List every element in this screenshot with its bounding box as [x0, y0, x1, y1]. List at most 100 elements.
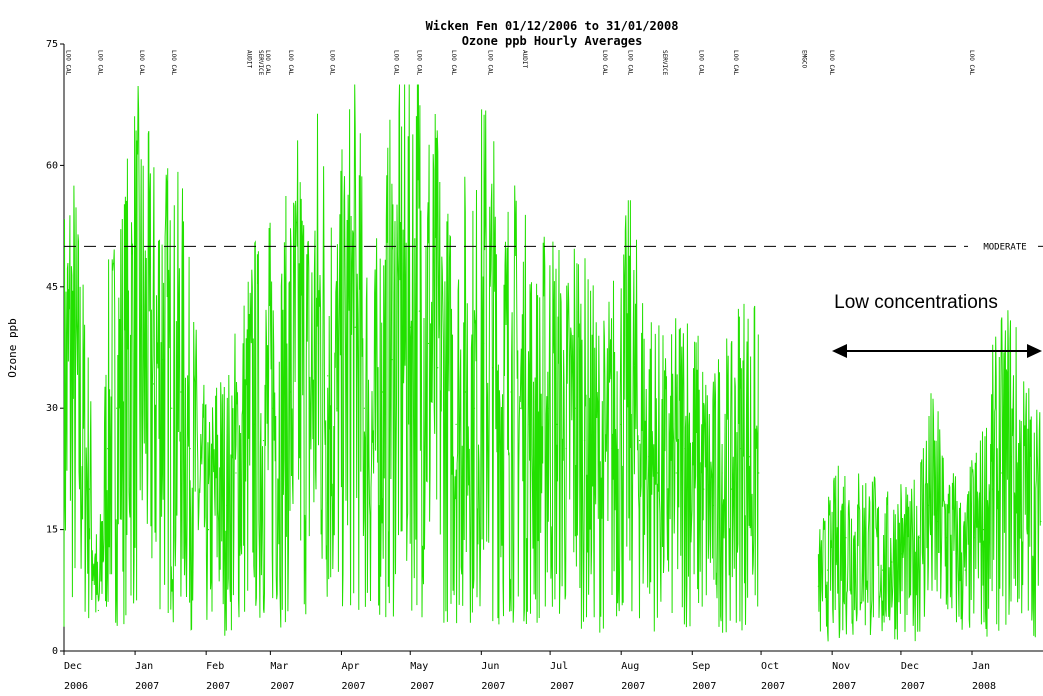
- event-marker-label: SERVICE: [661, 50, 668, 76]
- data-point: [703, 488, 705, 490]
- data-point: [272, 407, 274, 409]
- data-point: [143, 367, 145, 369]
- data-point: [483, 342, 485, 345]
- data-point: [556, 423, 558, 425]
- data-point: [712, 504, 714, 506]
- x-tick-month: Sep: [692, 661, 710, 672]
- data-point: [900, 553, 902, 555]
- data-point: [758, 472, 760, 474]
- event-marker-label: LOO CAL: [392, 50, 399, 76]
- x-tick-year: 2006: [64, 681, 88, 692]
- x-tick-month: Apr: [341, 661, 359, 672]
- data-point: [845, 537, 847, 539]
- data-point: [382, 391, 384, 393]
- data-point: [918, 537, 920, 539]
- data-point: [418, 310, 421, 312]
- event-marker-label: LOO CAL: [732, 50, 739, 76]
- data-point: [464, 391, 466, 393]
- x-tick-month: Jul: [550, 661, 568, 672]
- y-tick-label: 15: [46, 525, 58, 536]
- data-point: [657, 472, 659, 474]
- annotation-layer: Low concentrations: [832, 292, 1042, 358]
- event-marker-label: SERVICE: [257, 50, 264, 76]
- data-point: [817, 585, 819, 587]
- x-ticks: Dec 2006 Jan 2007 Feb 2007 Mar 2007 Apr 2007 May 20…: [63, 651, 996, 692]
- data-point: [391, 359, 393, 361]
- data-point: [891, 561, 893, 563]
- x-tick-year: 2007: [692, 681, 716, 692]
- data-point: [638, 439, 641, 442]
- data-point: [409, 326, 411, 328]
- data-point: [473, 407, 476, 409]
- data-point: [244, 448, 246, 450]
- data-point: [955, 553, 957, 555]
- x-tick-month: Oct: [761, 661, 779, 672]
- event-marker-label: LOO CAL: [287, 50, 294, 76]
- y-tick-label: 30: [46, 403, 58, 414]
- data-point: [235, 472, 237, 474]
- event-marker-label: LOO CAL: [486, 50, 493, 76]
- x-tick-year: 2007: [270, 681, 294, 692]
- data-point: [63, 407, 65, 409]
- data-point: [648, 456, 650, 458]
- event-marker-label: LOO CAL: [968, 50, 975, 76]
- data-point: [826, 569, 829, 571]
- data-point: [836, 553, 838, 555]
- event-marker-label: LOO CAL: [601, 50, 608, 76]
- data-point: [721, 472, 723, 474]
- data-point: [1010, 456, 1012, 458]
- data-point: [528, 423, 531, 425]
- data-point: [946, 537, 948, 539]
- data-point: [620, 423, 622, 425]
- data-point: [354, 326, 356, 328]
- data-point: [739, 448, 742, 450]
- data-point: [189, 448, 191, 450]
- annotation-arrow-left-head: [832, 344, 847, 358]
- data-point: [125, 391, 127, 393]
- data-point: [70, 367, 72, 369]
- x-tick-year: 2007: [135, 681, 159, 692]
- data-point: [345, 367, 347, 369]
- data-point: [583, 439, 586, 442]
- data-point: [363, 407, 365, 409]
- y-tick-label: 60: [46, 160, 58, 171]
- data-point: [1028, 504, 1030, 506]
- event-marker-label: LOO CAL: [450, 50, 457, 76]
- data-point: [602, 472, 604, 474]
- data-point: [881, 569, 884, 571]
- data-point: [446, 407, 448, 409]
- data-point: [161, 359, 164, 361]
- data-point: [116, 407, 118, 409]
- data-point: [748, 456, 751, 458]
- event-markers: LOO CAL LOO CAL LOO CAL LOO CAL AUDIT SERVICE…: [65, 50, 975, 76]
- data-point: [863, 545, 865, 547]
- data-point: [134, 342, 136, 345]
- data-point: [437, 367, 439, 369]
- y-tick-label: 0: [52, 646, 58, 657]
- event-marker-label: LOO CAL: [170, 50, 177, 76]
- event-marker-label: LOO CAL: [65, 50, 72, 76]
- data-point: [327, 375, 329, 377]
- data-point: [1019, 488, 1021, 490]
- chart-subtitle: Ozone ppb Hourly Averages: [462, 34, 643, 48]
- data-point: [937, 520, 939, 523]
- data-point: [492, 367, 494, 369]
- x-tick-year: 2007: [832, 681, 856, 692]
- data-point: [372, 448, 375, 450]
- y-tick-label: 45: [46, 282, 58, 293]
- x-tick-year: 2007: [481, 681, 505, 692]
- x-tick-month: Feb: [206, 661, 224, 672]
- data-point: [593, 456, 595, 458]
- moderate-threshold-label: MODERATE: [983, 242, 1026, 252]
- x-tick-month: Mar: [270, 661, 288, 672]
- x-tick-year: 2007: [550, 681, 574, 692]
- data-point: [308, 407, 310, 409]
- y-tick-label: 75: [46, 39, 58, 50]
- annotation-arrow-right-head: [1027, 344, 1042, 358]
- data-point: [299, 367, 301, 369]
- data-point: [317, 342, 320, 345]
- x-tick-year: 2007: [341, 681, 365, 692]
- x-tick-month: Dec: [64, 661, 82, 672]
- data-point: [909, 569, 911, 571]
